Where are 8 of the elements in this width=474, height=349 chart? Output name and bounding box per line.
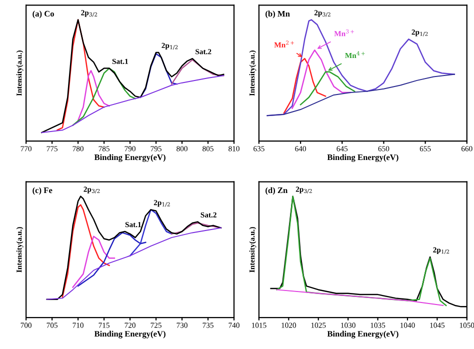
- text: (c) Fe: [32, 187, 52, 195]
- text: (a) Co: [32, 10, 54, 18]
- text: (b) Mn: [266, 10, 290, 18]
- x-axis-title: Binding Energy(eV): [94, 330, 166, 338]
- x-axis-title: Binding Energy(eV): [94, 154, 166, 162]
- x-axis-title: Binding Energy(eV): [327, 154, 398, 162]
- x-axis-title: Binding Energy(eV): [327, 330, 398, 338]
- text: (d) Zn: [266, 187, 288, 195]
